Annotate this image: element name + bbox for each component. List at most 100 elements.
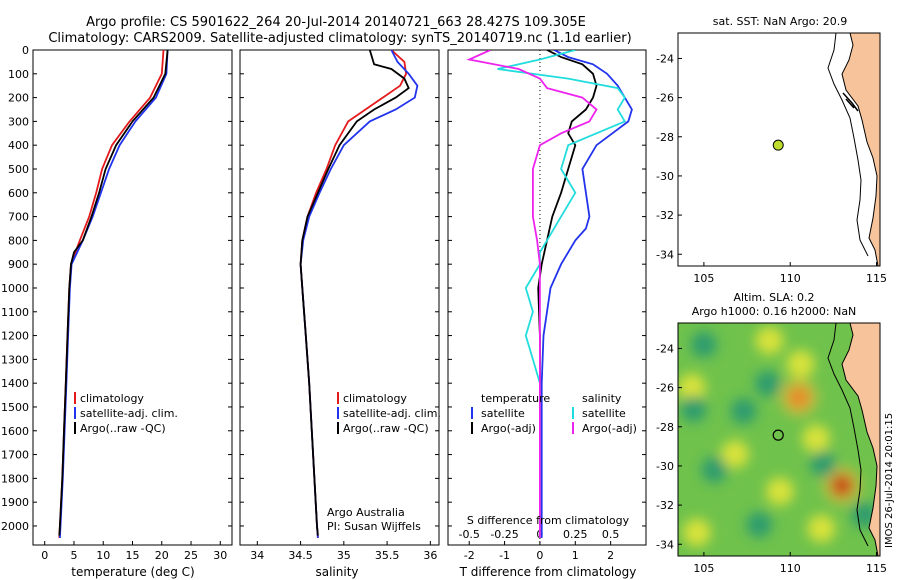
difference-series-3 xyxy=(466,50,598,538)
sla-map-ytick-label: -30 xyxy=(656,460,674,473)
sla-map-content xyxy=(678,323,880,556)
temperature-xtick-label: 20 xyxy=(155,549,169,562)
salinity-axis-label: salinity xyxy=(315,565,358,579)
difference-legend: temperature satellite Argo(-adj) salinit… xyxy=(471,392,637,435)
salinity-panel-frame xyxy=(239,49,440,546)
sla-anomaly-blob-teal xyxy=(746,511,773,538)
difference-series-1 xyxy=(537,50,598,538)
depth-tick-label: 400 xyxy=(8,139,29,152)
difference-legend-s-satellite: satellite xyxy=(582,407,626,420)
salinity-series-1 xyxy=(299,50,419,538)
sla-anomaly-blob-teal xyxy=(754,370,781,397)
difference-panel: -2 -1 0 1 2-0.5 -0.25 0 0.25 0.5 S difference fr… xyxy=(447,49,647,579)
temperature-lines xyxy=(58,50,169,538)
difference-s-axis-label: S difference from climatology xyxy=(467,514,630,527)
depth-tick-label: 1900 xyxy=(1,496,29,509)
depth-tick-label: 900 xyxy=(8,258,29,271)
salinity-lines xyxy=(299,50,419,538)
temperature-series-0 xyxy=(58,50,165,538)
depth-tick-label: 1700 xyxy=(1,449,29,462)
sla-map-shelf-contour xyxy=(827,323,869,547)
depth-tick-label: 2000 xyxy=(1,520,29,533)
depth-tick-label: 0 xyxy=(22,44,29,57)
sla-anomaly-blob-yellow xyxy=(755,326,784,355)
sst-map-ytick-label: -30 xyxy=(656,170,674,183)
depth-tick-label: 1500 xyxy=(1,401,29,414)
temperature-series-1 xyxy=(59,50,169,538)
sla-map-xtick-label: 105 xyxy=(693,562,714,575)
depth-tick-label: 1800 xyxy=(1,472,29,485)
salinity-axis-ticks: 34 34.5 35 35.5 36 xyxy=(250,541,437,562)
sla-anomaly-blob-teal xyxy=(730,398,757,425)
difference-s-tick-label: -0.5 xyxy=(458,528,479,541)
sla-map-xtick-label: 115 xyxy=(866,562,887,575)
temperature-xtick-label: 5 xyxy=(70,549,77,562)
sla-anomaly-blob-teal xyxy=(690,331,717,358)
sla-map-xtick-label: 110 xyxy=(780,562,801,575)
depth-tick-label: 600 xyxy=(8,187,29,200)
sst-map-frame xyxy=(677,32,881,267)
sst-map-ytick-label: -26 xyxy=(656,92,674,105)
depth-tick-label: 800 xyxy=(8,234,29,247)
difference-series-2 xyxy=(497,50,627,538)
sla-anomaly-blob-yellow xyxy=(802,424,831,453)
sla-argo-location-marker xyxy=(772,429,784,441)
depth-tick-label: 300 xyxy=(8,115,29,128)
sla-map-ytick-label: -28 xyxy=(656,421,674,434)
sst-map-shelf-contour xyxy=(827,33,869,257)
difference-legend-temperature-title: temperature xyxy=(481,392,550,405)
salinity-credit-line1: Argo Australia xyxy=(327,506,405,519)
sst-map-panel: sat. SST: NaN Argo: 20.9 105 110 115 -24 -26… xyxy=(656,15,887,285)
temperature-legend-climatology: climatology xyxy=(80,392,144,405)
salinity-xtick-label: 34.5 xyxy=(288,549,313,562)
sla-anomaly-blob-yellow xyxy=(765,477,794,506)
sst-map-xtick-label: 110 xyxy=(780,272,801,285)
sla-map-ytick-label: -34 xyxy=(656,538,674,551)
difference-legend-t-satellite: satellite xyxy=(481,407,525,420)
salinity-legend-argo: Argo(..raw -QC) xyxy=(343,422,429,435)
sst-map-xtick-label: 115 xyxy=(866,272,887,285)
temperature-axis-ticks: 0100200300400500600700800900100011001200… xyxy=(1,44,646,562)
salinity-legend: climatology satellite-adj. clim. Argo(..… xyxy=(327,392,441,533)
sla-anomaly-blob-yellow xyxy=(807,514,836,543)
sla-anomaly-blob-teal xyxy=(810,450,837,477)
difference-s-tick-label: 0.5 xyxy=(602,528,620,541)
difference-t-tick-label: -2 xyxy=(464,549,475,562)
sla-map-panel: Altim. SLA: 0.2 Argo h1000: 0.16 h2000: … xyxy=(656,291,887,575)
temperature-series-2 xyxy=(58,50,169,536)
depth-tick-label: 700 xyxy=(8,211,29,224)
salinity-credit-line2: PI: Susan Wijffels xyxy=(327,520,421,533)
figure-title: Argo profile: CS 5901622_264 20-Jul-2014… xyxy=(86,15,586,30)
temperature-xtick-label: 30 xyxy=(213,549,227,562)
depth-tick-label: 500 xyxy=(8,163,29,176)
depth-tick-label: 100 xyxy=(8,68,29,81)
sst-map-title: sat. SST: NaN Argo: 20.9 xyxy=(713,15,847,28)
difference-t-tick-label: 2 xyxy=(607,549,614,562)
sst-map-land xyxy=(841,33,880,266)
difference-t-tick-label: 0 xyxy=(536,549,543,562)
sst-map-ytick-label: -32 xyxy=(656,209,674,222)
sla-map-title-line2: Argo h1000: 0.16 h2000: NaN xyxy=(692,305,857,318)
salinity-xtick-label: 35 xyxy=(337,549,351,562)
difference-series-0 xyxy=(540,50,633,538)
sla-map-ytick-label: -26 xyxy=(656,382,674,395)
sla-anomaly-blob-teal xyxy=(701,456,728,483)
figure-subtitle: Climatology: CARS2009. Satellite-adjuste… xyxy=(48,31,631,46)
temperature-xtick-label: 25 xyxy=(184,549,198,562)
sst-map-ytick-label: -24 xyxy=(656,52,674,65)
salinity-series-0 xyxy=(299,50,408,538)
salinity-panel: 34 34.5 35 35.5 36 salinity climatology sate… xyxy=(239,49,441,579)
sla-anomaly-core-1 xyxy=(832,475,853,496)
salinity-xtick-label: 34 xyxy=(250,549,264,562)
sst-map-ytick-label: -28 xyxy=(656,131,674,144)
sla-anomaly-core-0 xyxy=(788,387,809,408)
sst-map-axis-ticks: 105 110 115 -24 -26 -28 -30 -32 -34 xyxy=(656,52,887,285)
sst-argo-location-marker xyxy=(772,139,784,151)
difference-axis-ticks: -2 -1 0 1 2-0.5 -0.25 0 0.25 0.5 xyxy=(458,528,619,562)
sla-map-anomaly-field xyxy=(678,326,878,547)
salinity-legend-satellite: satellite-adj. clim. xyxy=(343,407,441,420)
temperature-xtick-label: 0 xyxy=(41,549,48,562)
difference-legend-salinity-title: salinity xyxy=(582,392,622,405)
generation-stamp: IMOS 26-Jul-2014 20:01:15 xyxy=(884,413,895,548)
